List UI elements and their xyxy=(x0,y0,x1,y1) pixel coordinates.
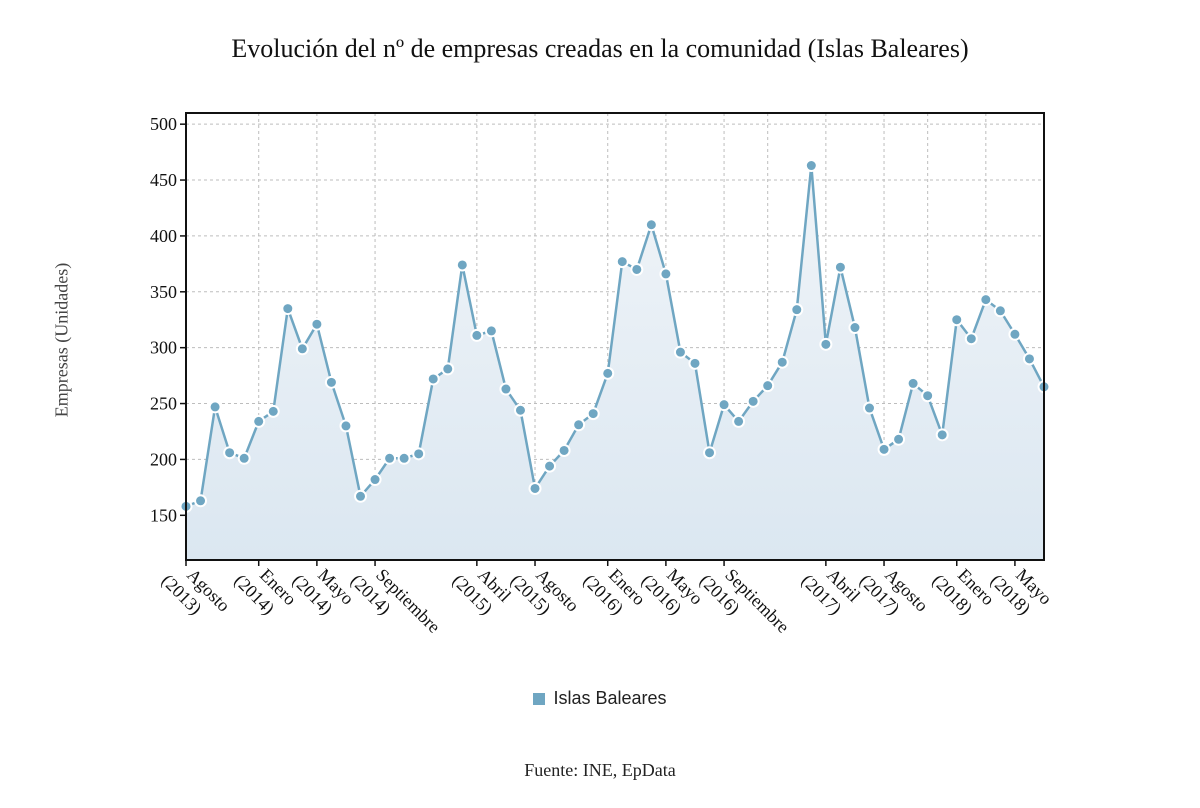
data-point[interactable] xyxy=(354,489,368,503)
data-point[interactable] xyxy=(804,159,818,173)
x-tick-label: Agosto(2017) xyxy=(855,565,932,619)
x-tick-label: Enero(2014) xyxy=(230,565,301,619)
data-point[interactable] xyxy=(993,304,1007,318)
x-tick-label: Septiembre(2016) xyxy=(695,565,793,637)
legend-swatch xyxy=(533,692,546,705)
data-point[interactable] xyxy=(819,337,833,351)
data-point[interactable] xyxy=(775,355,789,369)
data-point[interactable] xyxy=(659,267,673,281)
data-point[interactable] xyxy=(368,473,382,487)
data-point[interactable] xyxy=(732,414,746,428)
data-point[interactable] xyxy=(281,302,295,316)
series-line xyxy=(185,165,1046,508)
data-point[interactable] xyxy=(252,414,266,428)
x-tick-label: Enero(2018) xyxy=(928,565,999,619)
y-tick-label: 450 xyxy=(150,170,177,190)
data-point[interactable] xyxy=(950,313,964,327)
data-point[interactable] xyxy=(528,481,542,495)
source-note: Fuente: INE, EpData xyxy=(524,760,676,780)
data-point[interactable] xyxy=(862,401,876,415)
data-point[interactable] xyxy=(470,328,484,342)
data-point[interactable] xyxy=(964,332,978,346)
data-point[interactable] xyxy=(761,379,775,393)
y-tick-label: 300 xyxy=(150,338,177,358)
plot-frame xyxy=(185,112,1045,561)
x-tick-label: Agosto(2013) xyxy=(157,565,234,619)
legend[interactable]: Islas Baleares xyxy=(0,688,1200,709)
y-tick-label: 200 xyxy=(150,449,177,469)
x-axis-ticks: Agosto(2013) Enero(2014) Mayo(2014) Septiem… xyxy=(157,560,1056,637)
data-point[interactable] xyxy=(906,376,920,390)
data-point[interactable] xyxy=(586,407,600,421)
data-point[interactable] xyxy=(790,303,804,317)
data-point[interactable] xyxy=(237,451,251,465)
data-point[interactable] xyxy=(223,446,237,460)
y-axis-ticks: 150 200 250 300 350 400 450 500 xyxy=(150,114,186,525)
x-tick-label: Abril(2017) xyxy=(797,565,864,619)
data-point[interactable] xyxy=(877,442,891,456)
data-point[interactable] xyxy=(979,293,993,307)
x-tick-label: Enero(2016) xyxy=(579,565,650,619)
data-points xyxy=(179,159,1051,513)
data-point[interactable] xyxy=(557,443,571,457)
chart-title: Evolución del nº de empresas creadas en … xyxy=(231,34,969,63)
data-point[interactable] xyxy=(921,389,935,403)
data-point[interactable] xyxy=(688,356,702,370)
data-point[interactable] xyxy=(1008,327,1022,341)
data-point[interactable] xyxy=(266,404,280,418)
data-point[interactable] xyxy=(513,403,527,417)
data-point[interactable] xyxy=(499,382,513,396)
x-tick-label: Agosto(2015) xyxy=(506,565,583,619)
data-point[interactable] xyxy=(295,342,309,356)
legend-label: Islas Baleares xyxy=(553,688,667,708)
data-point[interactable] xyxy=(703,446,717,460)
y-tick-label: 150 xyxy=(150,505,177,525)
x-tick-label: Mayo(2018) xyxy=(986,565,1056,619)
data-point[interactable] xyxy=(892,432,906,446)
data-point[interactable] xyxy=(194,494,208,508)
data-point[interactable] xyxy=(543,459,557,473)
data-point[interactable] xyxy=(673,345,687,359)
data-point[interactable] xyxy=(412,447,426,461)
data-point[interactable] xyxy=(324,375,338,389)
data-point[interactable] xyxy=(441,362,455,376)
x-tick-label: Mayo(2014) xyxy=(288,565,358,619)
data-point[interactable] xyxy=(310,317,324,331)
y-tick-label: 250 xyxy=(150,394,177,414)
data-point[interactable] xyxy=(615,255,629,269)
data-point[interactable] xyxy=(1022,352,1036,366)
data-point[interactable] xyxy=(484,324,498,338)
x-tick-label: Abril(2015) xyxy=(448,565,515,619)
data-point[interactable] xyxy=(426,372,440,386)
y-tick-label: 500 xyxy=(150,114,177,134)
data-point[interactable] xyxy=(848,321,862,335)
x-tick-label: Mayo(2016) xyxy=(637,565,707,619)
data-point[interactable] xyxy=(630,262,644,276)
data-point[interactable] xyxy=(455,258,469,272)
data-point[interactable] xyxy=(833,260,847,274)
y-tick-label: 350 xyxy=(150,282,177,302)
series-area xyxy=(186,165,1044,560)
data-point[interactable] xyxy=(717,398,731,412)
y-tick-label: 400 xyxy=(150,226,177,246)
x-tick-label: Septiembre(2014) xyxy=(346,565,444,637)
data-point[interactable] xyxy=(339,419,353,433)
data-point[interactable] xyxy=(208,400,222,414)
data-point[interactable] xyxy=(383,451,397,465)
data-point[interactable] xyxy=(601,366,615,380)
data-point[interactable] xyxy=(644,218,658,232)
data-point[interactable] xyxy=(397,451,411,465)
data-point[interactable] xyxy=(746,394,760,408)
data-point[interactable] xyxy=(935,428,949,442)
data-point[interactable] xyxy=(572,418,586,432)
